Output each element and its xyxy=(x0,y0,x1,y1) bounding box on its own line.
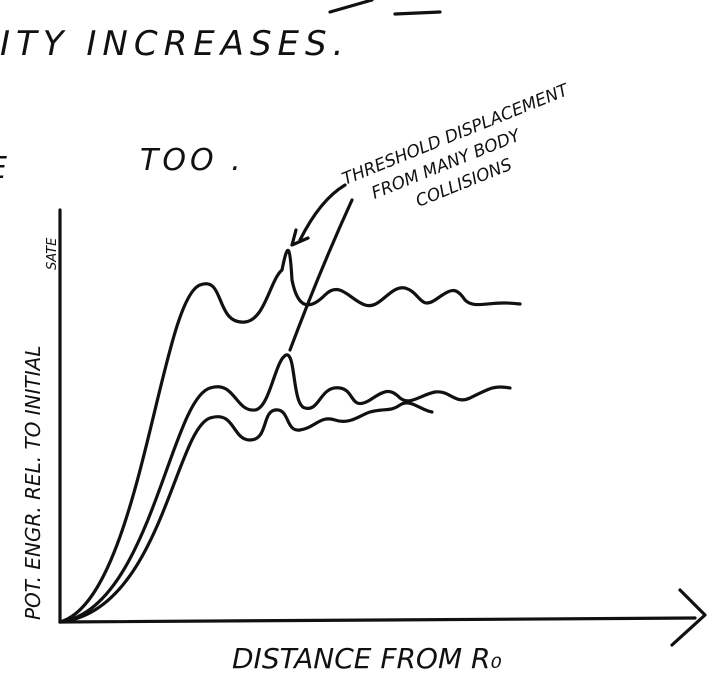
annotation: THRESHOLD DISPLACEMENT FROM MANY BODY CO… xyxy=(339,80,590,234)
y-axis-label: POT. ENGR. REL. TO INITIAL xyxy=(21,346,45,620)
curve xyxy=(60,355,510,622)
header-fragment: E xyxy=(0,151,7,186)
partial-stroke xyxy=(330,0,440,14)
curve xyxy=(60,250,520,622)
x-axis-label: DISTANCE FROM R₀ xyxy=(232,642,502,675)
y-axis-label: SATE xyxy=(45,237,60,270)
y-label-group: POT. ENGR. REL. TO INITIAL SATE xyxy=(21,237,60,620)
pointer xyxy=(290,200,352,350)
header-line: ITY INCREASES. xyxy=(0,24,349,64)
curve xyxy=(60,403,432,622)
sketch: ITY INCREASES. E TOO . THRESHOLD DISPLAC… xyxy=(0,0,719,676)
x-axis xyxy=(60,618,695,622)
annotation-line: THRESHOLD DISPLACEMENT xyxy=(339,80,572,190)
header-line: TOO . xyxy=(140,143,245,178)
